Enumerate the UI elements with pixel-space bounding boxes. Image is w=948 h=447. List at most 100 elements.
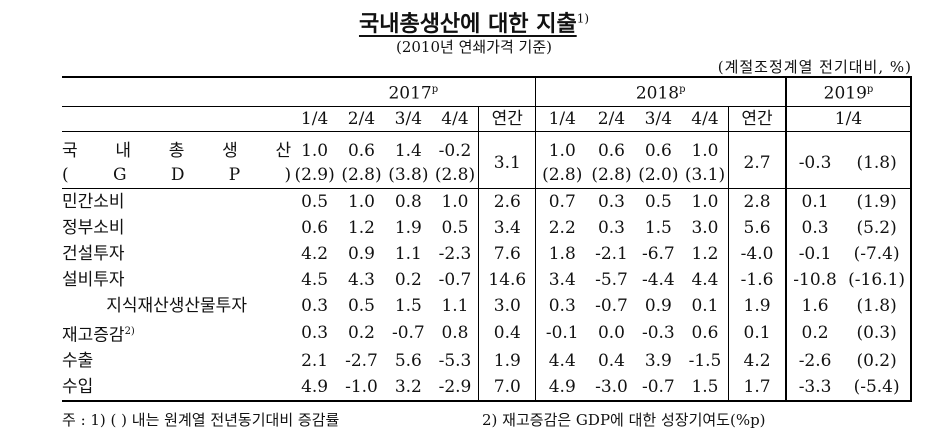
row-label: 정부소비 bbox=[62, 215, 291, 241]
unit-note: (계절조정계열 전기대비, %) bbox=[717, 58, 912, 76]
footnote-1: 주 : 1) ( ) 내는 원계열 전년동기대비 증감률 bbox=[62, 411, 340, 429]
table-row: 민간소비 0.5 1.0 0.8 1.0 2.6 0.7 0.3 0.5 1.0 2.8 0.1 (1.… bbox=[62, 188, 912, 215]
cell: 3.9 bbox=[644, 351, 672, 372]
cell: -2.6 bbox=[784, 348, 844, 375]
cell: 1.8 bbox=[535, 240, 589, 267]
title-text: 국내총생산에 대한 지출 bbox=[358, 11, 577, 37]
gdp-expenditure-table: 2017p 2018p 2019p 1/4 2/4 3/4 4/4 연간 1/4… bbox=[62, 75, 913, 403]
cell: -3.3 bbox=[784, 374, 844, 403]
cell: 5.6 bbox=[394, 351, 422, 372]
cell: 0.9 bbox=[644, 295, 672, 316]
title-footnote-mark: 1) bbox=[576, 11, 590, 26]
cell: 3.4 bbox=[478, 214, 536, 241]
cell: (-5.4) bbox=[843, 374, 912, 403]
cell: 0.3 bbox=[597, 217, 625, 238]
cell: 7.6 bbox=[478, 240, 536, 267]
cell: 4.5 bbox=[301, 269, 329, 290]
cell: 2.8 bbox=[728, 188, 786, 215]
period-header: 연간 bbox=[478, 106, 536, 132]
cell: 4.2 bbox=[301, 243, 329, 264]
footnote-2: 2) 재고증감은 GDP에 대한 성장기여도(%p) bbox=[482, 411, 766, 429]
table-row: 수출 2.1 -2.7 5.6 -5.3 1.9 4.4 0.4 3.9 -1.5 4.2 -2.6(… bbox=[62, 348, 912, 375]
cell: 2.1 bbox=[301, 351, 329, 372]
row-label-text: 수입 bbox=[62, 377, 94, 398]
period-header: 1/4 bbox=[291, 106, 339, 132]
cell: 14.6 bbox=[478, 266, 536, 293]
cell: 7.0 bbox=[478, 374, 536, 403]
cell: 0.6 bbox=[301, 217, 329, 238]
period-header: 2/4 bbox=[338, 106, 385, 132]
cell: 1.9 bbox=[728, 292, 786, 319]
gdp-row: 국 내 총 생 산 1.0 0.6 1.4 -0.2 3.1 1.0 0.6 0… bbox=[62, 131, 912, 189]
cell: -0.7 bbox=[634, 374, 682, 403]
cell: (1.8) bbox=[843, 292, 912, 319]
cell: 0.1 bbox=[728, 318, 786, 349]
table-row: 건설투자 4.2 0.9 1.1 -2.3 7.6 1.8 -2.1 -6.7 1.2 -4.0 -0… bbox=[62, 240, 912, 267]
cell: 0.4 bbox=[478, 318, 536, 349]
row-label: 수출 bbox=[62, 348, 291, 374]
cell: 3.2 bbox=[384, 374, 432, 403]
cell: 3.4 bbox=[535, 266, 589, 293]
cell: (2.9) bbox=[291, 163, 339, 189]
cell: 4.9 bbox=[535, 374, 589, 403]
cell: 0.3 bbox=[597, 191, 625, 212]
header-row-periods: 1/4 2/4 3/4 4/4 연간 1/4 2/4 3/4 4/4 연간 1/… bbox=[62, 106, 913, 132]
cell: 1.1 bbox=[441, 295, 469, 316]
cell: 1.0 bbox=[441, 191, 469, 212]
cell: 0.3 bbox=[301, 323, 329, 344]
header-blank bbox=[62, 75, 292, 107]
cell: -5.7 bbox=[595, 269, 628, 290]
row-label: 재고증감2) bbox=[62, 319, 291, 349]
cell: 0.5 bbox=[301, 191, 329, 212]
row-label: 민간소비 bbox=[62, 188, 291, 215]
cell: -0.1 bbox=[784, 240, 844, 267]
cell: (2.0) bbox=[634, 163, 682, 189]
cell: 1.5 bbox=[644, 217, 672, 238]
cell: 1.1 bbox=[394, 243, 422, 264]
cell: 1.9 bbox=[394, 217, 422, 238]
cell: -1.6 bbox=[728, 266, 786, 293]
cell: -0.3 bbox=[641, 323, 675, 344]
period-header: 4/4 bbox=[681, 106, 729, 132]
cell: (2.8) bbox=[535, 163, 589, 189]
table-title: 국내총생산에 대한 지출1) bbox=[0, 6, 948, 38]
table-row: 정부소비 0.6 1.2 1.9 0.5 3.4 2.2 0.3 1.5 3.0 5.6 0.3 (5.… bbox=[62, 214, 912, 241]
cell: 0.3 bbox=[301, 295, 329, 316]
period-header: 3/4 bbox=[634, 106, 682, 132]
cell: 0.0 bbox=[597, 323, 625, 344]
period-header: 연간 bbox=[728, 106, 786, 132]
cell: -0.2 bbox=[438, 140, 472, 161]
cell: (0.3) bbox=[843, 318, 912, 349]
cell: 1.7 bbox=[728, 374, 786, 403]
cell: -2.3 bbox=[438, 243, 472, 264]
cell: (2.8) bbox=[588, 163, 635, 189]
cell: 0.4 bbox=[597, 351, 625, 372]
cell: 0.2 bbox=[784, 318, 844, 349]
cell: (1.8) bbox=[843, 131, 912, 189]
cell: 0.6 bbox=[347, 140, 375, 161]
row-label: 건설투자 bbox=[62, 241, 291, 267]
cell: 4.2 bbox=[728, 348, 786, 375]
cell: 0.7 bbox=[535, 188, 589, 215]
cell: 3.0 bbox=[478, 292, 536, 319]
cell: 1.0 bbox=[301, 140, 329, 161]
cell: 0.3 bbox=[535, 292, 589, 319]
cell: -2.1 bbox=[595, 243, 628, 264]
row-label-text: 민간소비 bbox=[62, 191, 125, 212]
cell: (1.9) bbox=[843, 188, 912, 215]
cell: 0.8 bbox=[441, 323, 469, 344]
cell: 1.0 bbox=[347, 191, 375, 212]
cell: -6.7 bbox=[641, 243, 675, 264]
cell: 0.1 bbox=[691, 295, 719, 316]
cell: (3.1) bbox=[681, 163, 729, 189]
cell: -2.7 bbox=[345, 351, 378, 372]
row-footnote-mark: 2) bbox=[124, 325, 135, 337]
cell: -4.0 bbox=[728, 240, 786, 267]
cell: 0.3 bbox=[784, 214, 844, 241]
cell: 3.0 bbox=[691, 217, 719, 238]
cell: -3.0 bbox=[588, 374, 635, 403]
cell: 1.4 bbox=[394, 140, 422, 161]
cell: 0.2 bbox=[394, 269, 422, 290]
cell: -10.8 bbox=[784, 266, 844, 293]
cell: 1.9 bbox=[478, 348, 536, 375]
